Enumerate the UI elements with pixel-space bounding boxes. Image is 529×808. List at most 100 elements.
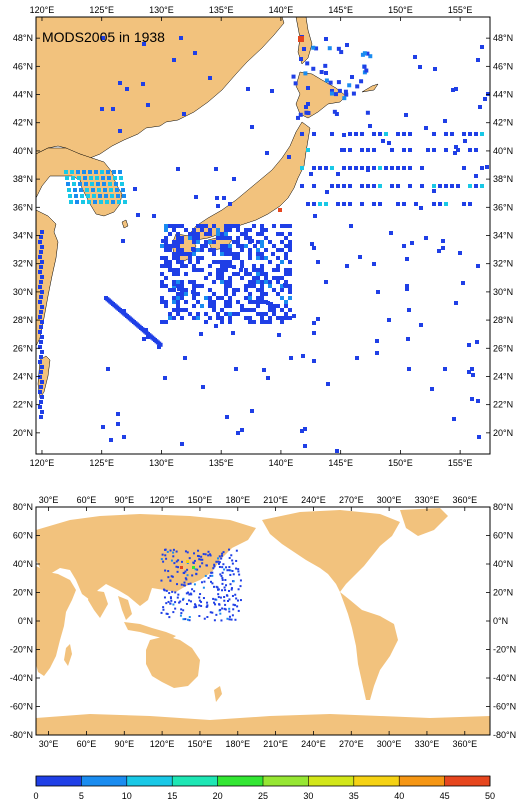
observation-cell — [354, 166, 358, 170]
observation-cell — [318, 202, 322, 206]
observation-cell — [183, 581, 186, 584]
y-tick-label-left: -20°N — [10, 645, 33, 655]
observation-cell — [78, 182, 82, 186]
observation-cell — [192, 304, 196, 308]
observation-cell — [248, 300, 252, 304]
observation-cell — [184, 308, 188, 312]
observation-cell — [239, 585, 242, 588]
observation-cell — [111, 200, 115, 204]
observation-cell — [162, 560, 165, 563]
observation-cell — [368, 54, 373, 59]
observation-cell — [180, 224, 184, 228]
observation-cell — [324, 202, 328, 206]
observation-cell — [164, 548, 167, 551]
y-tick-label-left: 80°N — [13, 502, 33, 512]
y-tick-label-right: 60°N — [493, 531, 513, 541]
observation-cell — [256, 268, 260, 272]
observation-cell — [176, 240, 180, 244]
observation-cell — [101, 176, 105, 180]
observation-cell — [430, 387, 434, 391]
observation-cell — [180, 280, 184, 284]
observation-cell — [188, 619, 191, 622]
observation-cell — [336, 172, 340, 176]
observation-cell — [167, 570, 170, 573]
observation-cell — [195, 605, 198, 608]
observation-cell — [280, 284, 284, 288]
y-tick-label-left: -40°N — [10, 673, 33, 683]
observation-cell — [325, 190, 329, 194]
observation-cell — [192, 264, 196, 268]
observation-cell — [232, 265, 236, 269]
observation-cell — [419, 206, 423, 210]
observation-cell — [222, 196, 226, 200]
observation-cell — [197, 549, 200, 552]
x-tick-label-bottom: 180°E — [225, 739, 250, 749]
observation-cell — [204, 232, 208, 236]
observation-cell — [92, 194, 96, 198]
observation-cell — [236, 599, 239, 602]
observation-cell — [169, 597, 172, 600]
x-tick-label-top: 240°E — [301, 495, 326, 505]
observation-cell — [236, 300, 240, 304]
observation-cell — [200, 256, 204, 260]
observation-cell — [218, 603, 221, 606]
observation-cell — [204, 276, 208, 280]
observation-cell — [192, 228, 196, 232]
observation-cell — [268, 316, 272, 320]
observation-cell — [112, 170, 116, 174]
x-tick-label-bottom: 125°E — [89, 458, 114, 468]
observation-cell — [226, 569, 229, 572]
observation-cell — [248, 236, 252, 240]
observation-cell — [170, 599, 173, 602]
observation-cell — [208, 264, 212, 268]
observation-cell — [160, 256, 164, 260]
observation-cell — [225, 584, 228, 587]
observation-cell — [264, 236, 268, 240]
observation-cell — [40, 260, 44, 264]
observation-cell — [272, 276, 276, 280]
observation-cell — [288, 268, 292, 272]
observation-cell — [164, 284, 168, 288]
observation-cell — [83, 176, 87, 180]
observation-cell — [306, 110, 311, 115]
observation-cell — [475, 340, 479, 344]
observation-cell — [310, 242, 314, 246]
x-tick-label-top: 130°E — [149, 5, 174, 15]
global-observations — [160, 548, 242, 622]
observation-cell — [306, 86, 310, 90]
observation-cell — [252, 224, 256, 228]
observation-cell — [389, 231, 393, 235]
observation-cell — [284, 300, 288, 304]
observation-cell — [171, 575, 174, 578]
observation-cell — [86, 194, 90, 198]
observation-cell — [193, 51, 197, 55]
observation-cell — [202, 586, 205, 589]
observation-cell — [208, 272, 212, 276]
observation-cell — [184, 252, 188, 256]
y-tick-label-left: 42°N — [13, 118, 33, 128]
observation-cell — [216, 260, 220, 264]
colorbar-label: 40 — [394, 791, 404, 801]
observation-cell — [106, 170, 110, 174]
observation-cell — [227, 589, 230, 592]
observation-cell — [168, 248, 172, 252]
greenland — [400, 508, 448, 536]
observation-cell — [235, 597, 238, 600]
observation-cell — [418, 65, 422, 69]
colorbar-label: 25 — [258, 791, 268, 801]
observation-cell — [365, 51, 370, 56]
observation-cell — [272, 304, 276, 308]
observation-cell — [158, 342, 163, 347]
observation-cell — [167, 576, 170, 579]
observation-cell — [174, 607, 177, 610]
observation-cell — [210, 580, 213, 583]
observation-cell — [211, 574, 214, 577]
observation-cell — [184, 272, 188, 276]
observation-cell — [172, 256, 176, 260]
observation-cell — [118, 81, 122, 85]
observation-cell — [116, 412, 120, 416]
observation-cell — [360, 52, 365, 57]
observation-cell — [240, 428, 244, 432]
observation-cell — [172, 288, 176, 292]
observation-cell — [336, 46, 341, 51]
